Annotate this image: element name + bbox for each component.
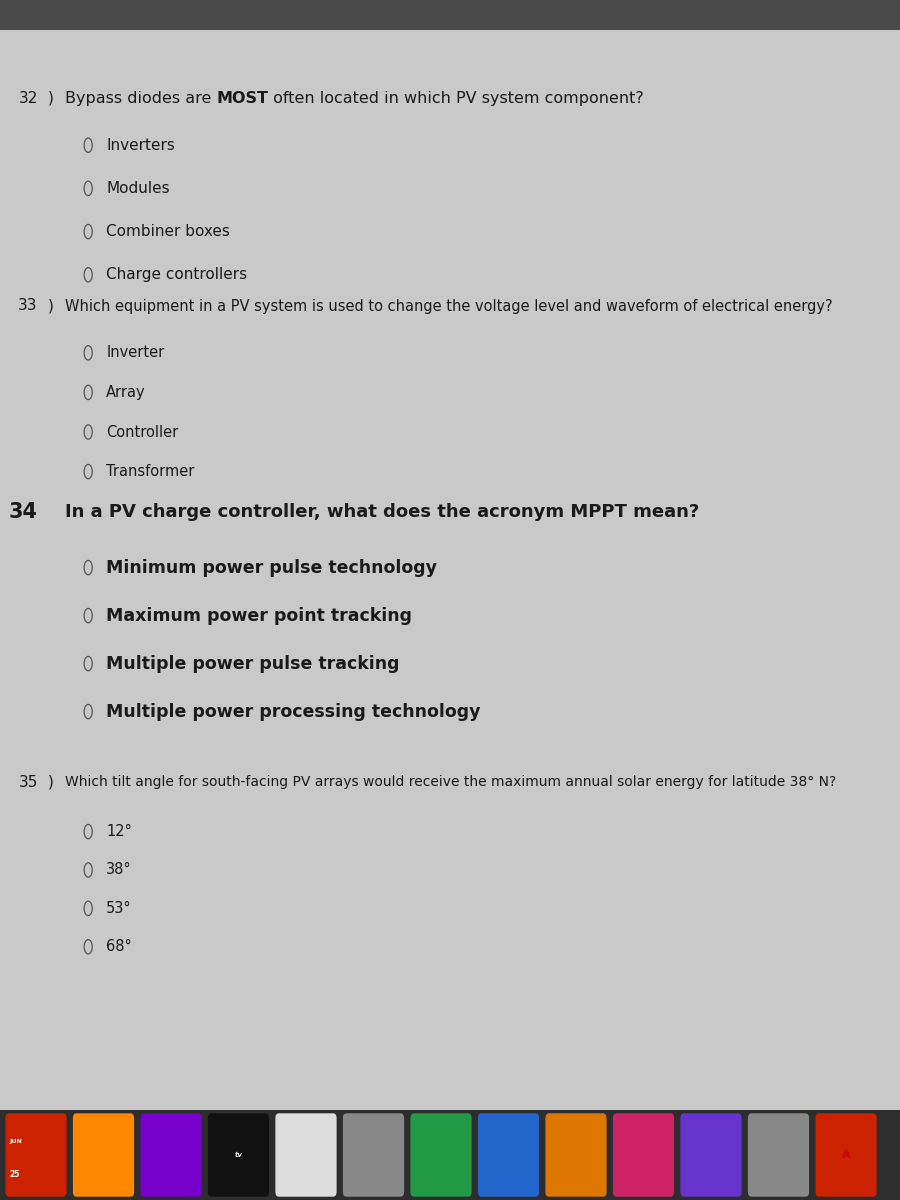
FancyBboxPatch shape [140,1114,202,1196]
Text: Multiple power pulse tracking: Multiple power pulse tracking [106,655,400,672]
FancyBboxPatch shape [5,1114,67,1196]
FancyBboxPatch shape [478,1114,539,1196]
Text: Inverters: Inverters [106,138,176,152]
Text: Which equipment in a PV system is used to change the voltage level and waveform : Which equipment in a PV system is used t… [65,299,832,313]
Text: Which tilt angle for south-facing PV arrays would receive the maximum annual sol: Which tilt angle for south-facing PV arr… [65,775,836,790]
FancyBboxPatch shape [208,1114,269,1196]
Text: 53°: 53° [106,901,131,916]
Text: 12°: 12° [106,824,132,839]
FancyBboxPatch shape [613,1114,674,1196]
Text: 32: 32 [18,91,38,106]
Text: JUN: JUN [9,1139,22,1144]
FancyBboxPatch shape [343,1114,404,1196]
Text: ): ) [48,775,54,790]
FancyBboxPatch shape [815,1114,877,1196]
Text: Multiple power processing technology: Multiple power processing technology [106,702,481,720]
FancyBboxPatch shape [410,1114,472,1196]
Text: 34: 34 [9,503,38,522]
Text: Maximum power point tracking: Maximum power point tracking [106,606,412,624]
Text: tv: tv [235,1152,242,1158]
Bar [0,1110,900,1200]
Text: Controller: Controller [106,425,178,439]
Text: Charge controllers: Charge controllers [106,268,248,282]
Text: often located in which PV system component?: often located in which PV system compone… [268,91,644,106]
Text: Combiner boxes: Combiner boxes [106,224,230,239]
Text: Modules: Modules [106,181,170,196]
Text: 35: 35 [18,775,38,790]
FancyBboxPatch shape [680,1114,742,1196]
Text: Bypass diodes are: Bypass diodes are [65,91,216,106]
Text: 25: 25 [9,1170,20,1180]
Text: In a PV charge controller, what does the acronym MPPT mean?: In a PV charge controller, what does the… [65,504,699,521]
Text: ): ) [48,91,54,106]
Text: 33: 33 [18,299,38,313]
FancyBboxPatch shape [748,1114,809,1196]
Text: Transformer: Transformer [106,464,194,479]
Bar [0,0,900,30]
FancyBboxPatch shape [73,1114,134,1196]
Text: ): ) [48,299,54,313]
Text: A: A [842,1150,850,1160]
FancyBboxPatch shape [275,1114,337,1196]
Text: 68°: 68° [106,940,132,954]
Text: MOST: MOST [216,91,268,106]
FancyBboxPatch shape [545,1114,607,1196]
Text: Array: Array [106,385,146,400]
Text: Inverter: Inverter [106,346,165,360]
Text: 38°: 38° [106,863,131,877]
Text: Minimum power pulse technology: Minimum power pulse technology [106,559,437,577]
